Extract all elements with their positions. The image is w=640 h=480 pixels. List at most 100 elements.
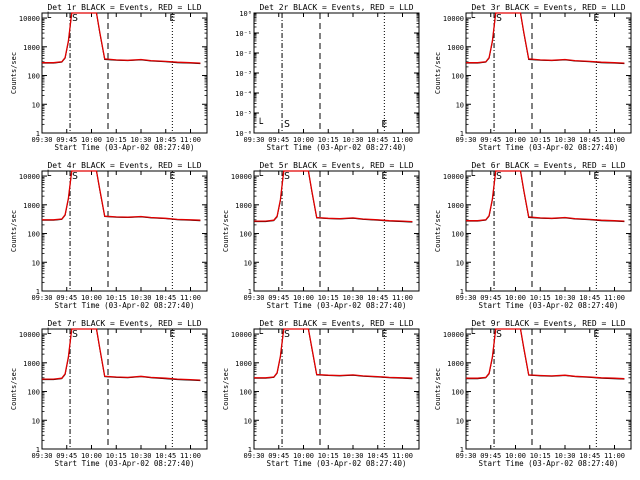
detector-panel-2: Det 2r BLACK = Events, RED = LLD 09:30 09:… xyxy=(235,3,420,152)
y-tick-label: 10000 xyxy=(231,173,252,181)
x-tick-label: 10:15 xyxy=(530,452,551,460)
x-tick-label: 09:45 xyxy=(268,294,289,302)
x-tick-label: 10:30 xyxy=(342,294,363,302)
y-tick-label: 10⁻² xyxy=(235,50,252,58)
interval-start-bracket: └ xyxy=(45,11,52,24)
marker-S: S xyxy=(284,119,290,130)
interval-start-bracket: └ xyxy=(45,169,52,182)
x-tick-label: 09:45 xyxy=(480,294,501,302)
x-tick-label: 09:30 xyxy=(455,452,476,460)
marker-E: E xyxy=(381,119,387,130)
x-tick-label: 10:30 xyxy=(342,452,363,460)
y-tick-label: 1 xyxy=(36,130,40,138)
x-tick-label: 10:15 xyxy=(106,294,127,302)
marker-S: S xyxy=(284,171,290,182)
x-axis-label: Start Time (03-Apr-02 08:27:40) xyxy=(479,459,619,468)
x-tick-label: 10:30 xyxy=(554,294,575,302)
y-tick-label: 10000 xyxy=(19,331,40,339)
series-line-red xyxy=(254,170,413,223)
detector-panel-9: Det 9r BLACK = Events, RED = LLD 09:30 09:… xyxy=(434,319,632,468)
y-tick-label: 1 xyxy=(460,130,464,138)
chart-title: Det 3r BLACK = Events, RED = LLD xyxy=(471,3,625,12)
x-axis-label: Start Time (03-Apr-02 08:27:40) xyxy=(55,143,195,152)
x-axis-label: Start Time (03-Apr-02 08:27:40) xyxy=(55,301,195,310)
y-tick-label: 10 xyxy=(244,417,252,425)
marker-E: E xyxy=(381,171,387,182)
y-axis-label: Counts/sec xyxy=(10,368,18,410)
chart-title: Det 1r BLACK = Events, RED = LLD xyxy=(47,3,201,12)
y-tick-label: 10000 xyxy=(19,173,40,181)
y-tick-label: 1 xyxy=(36,288,40,296)
interval-start-bracket: └ xyxy=(45,327,52,340)
chart-title: Det 6r BLACK = Events, RED = LLD xyxy=(471,161,625,170)
x-tick-label: 10:15 xyxy=(530,136,551,144)
marker-S: S xyxy=(72,13,78,24)
y-tick-label: 10⁻³ xyxy=(235,70,252,78)
y-tick-label: 100 xyxy=(239,389,252,397)
y-axis-label: Counts/sec xyxy=(434,52,442,94)
x-tick-label: 09:45 xyxy=(268,452,289,460)
y-tick-label: 1000 xyxy=(23,360,40,368)
x-tick-label: 09:45 xyxy=(480,136,501,144)
y-tick-label: 100 xyxy=(451,231,464,239)
marker-E: E xyxy=(169,13,175,24)
y-tick-label: 1000 xyxy=(235,202,252,210)
x-tick-label: 10:30 xyxy=(130,136,151,144)
detector-panel-6: Det 6r BLACK = Events, RED = LLD 09:30 09:… xyxy=(434,161,632,310)
x-tick-label: 09:45 xyxy=(56,452,77,460)
marker-E: E xyxy=(593,13,599,24)
x-tick-label: 10:30 xyxy=(130,452,151,460)
y-tick-label: 10 xyxy=(32,417,40,425)
x-tick-label: 09:45 xyxy=(268,136,289,144)
marker-S: S xyxy=(284,329,290,340)
x-tick-label: 10:45 xyxy=(579,136,600,144)
y-axis-label: Counts/sec xyxy=(10,52,18,94)
series-line-red xyxy=(254,328,413,379)
y-tick-label: 1000 xyxy=(447,360,464,368)
y-tick-label: 10000 xyxy=(231,331,252,339)
y-tick-label: 1000 xyxy=(23,202,40,210)
y-axis-label: Counts/sec xyxy=(10,210,18,252)
detector-panel-4: Det 4r BLACK = Events, RED = LLD 09:30 09:… xyxy=(10,161,208,310)
x-tick-label: 10:00 xyxy=(505,136,526,144)
y-tick-label: 100 xyxy=(451,73,464,81)
plot-frame xyxy=(41,170,208,292)
x-tick-label: 09:30 xyxy=(243,452,264,460)
y-tick-label: 100 xyxy=(27,389,40,397)
x-tick-label: 11:00 xyxy=(604,136,625,144)
chart-title: Det 2r BLACK = Events, RED = LLD xyxy=(259,3,413,12)
series-line-red xyxy=(466,12,625,64)
y-tick-label: 10⁻⁵ xyxy=(235,110,252,118)
x-tick-label: 11:00 xyxy=(604,294,625,302)
x-tick-label: 10:30 xyxy=(342,136,363,144)
series-line-red xyxy=(42,170,201,221)
y-tick-label: 100 xyxy=(451,389,464,397)
y-tick-label: 1 xyxy=(248,288,252,296)
y-axis-label: Counts/sec xyxy=(434,210,442,252)
interval-start-bracket: └ xyxy=(469,11,476,24)
x-tick-label: 10:45 xyxy=(367,452,388,460)
marker-E: E xyxy=(169,329,175,340)
interval-start-bracket: └ xyxy=(257,117,264,130)
y-tick-label: 10 xyxy=(244,259,252,267)
y-tick-label: 10⁻⁴ xyxy=(235,90,252,98)
x-axis-label: Start Time (03-Apr-02 08:27:40) xyxy=(267,459,407,468)
x-tick-label: 11:00 xyxy=(392,452,413,460)
chart-title: Det 7r BLACK = Events, RED = LLD xyxy=(47,319,201,328)
x-tick-label: 11:00 xyxy=(392,136,413,144)
y-tick-label: 1000 xyxy=(235,360,252,368)
y-tick-label: 1 xyxy=(460,288,464,296)
x-tick-label: 10:15 xyxy=(106,452,127,460)
x-tick-label: 10:45 xyxy=(579,294,600,302)
plot-frame xyxy=(41,328,208,450)
y-tick-label: 1 xyxy=(248,446,252,454)
x-tick-label: 10:15 xyxy=(106,136,127,144)
detector-panel-8: Det 8r BLACK = Events, RED = LLD 09:30 09:… xyxy=(222,319,420,468)
x-tick-label: 10:15 xyxy=(318,136,339,144)
marker-E: E xyxy=(593,171,599,182)
x-axis-label: Start Time (03-Apr-02 08:27:40) xyxy=(267,143,407,152)
x-tick-label: 09:30 xyxy=(243,294,264,302)
x-tick-label: 11:00 xyxy=(180,136,201,144)
y-tick-label: 10 xyxy=(456,259,464,267)
